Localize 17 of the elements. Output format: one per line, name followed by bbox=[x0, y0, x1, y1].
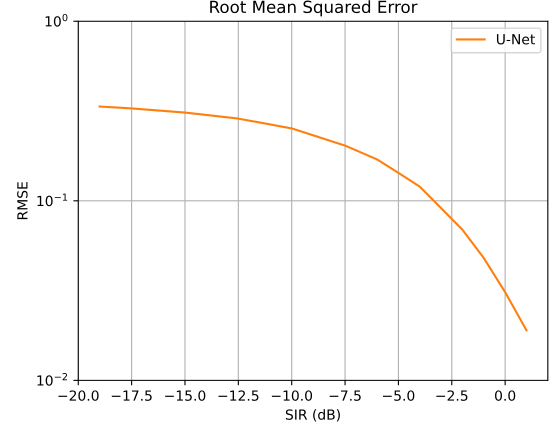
line-series bbox=[98, 105, 528, 332]
y-axis-title: RMSE bbox=[17, 182, 28, 220]
x-tick-label: −20.0 bbox=[58, 390, 99, 401]
x-tick-label: −12.5 bbox=[218, 390, 258, 401]
x-tick-label: −10.0 bbox=[272, 390, 312, 401]
x-tick-label: −17.5 bbox=[112, 390, 152, 401]
x-tick-label: −2.5 bbox=[436, 390, 468, 401]
x-tick-label: 0.0 bbox=[495, 390, 516, 401]
y-tick-label: 10$^{−2}$ bbox=[37, 373, 68, 386]
x-axis-title: SIR (dB) bbox=[286, 409, 340, 422]
chart-title: Root Mean Squared Error bbox=[210, 0, 418, 16]
legend-label: U-Net bbox=[496, 34, 535, 44]
x-tick-label: −15.0 bbox=[165, 390, 206, 401]
x-tick-label: −5.0 bbox=[383, 390, 414, 401]
y-tick-label: 10$^{−1}$ bbox=[37, 194, 68, 206]
x-tick-label: −7.5 bbox=[330, 390, 361, 401]
y-tick-label: 10$^{0}$ bbox=[46, 14, 68, 27]
